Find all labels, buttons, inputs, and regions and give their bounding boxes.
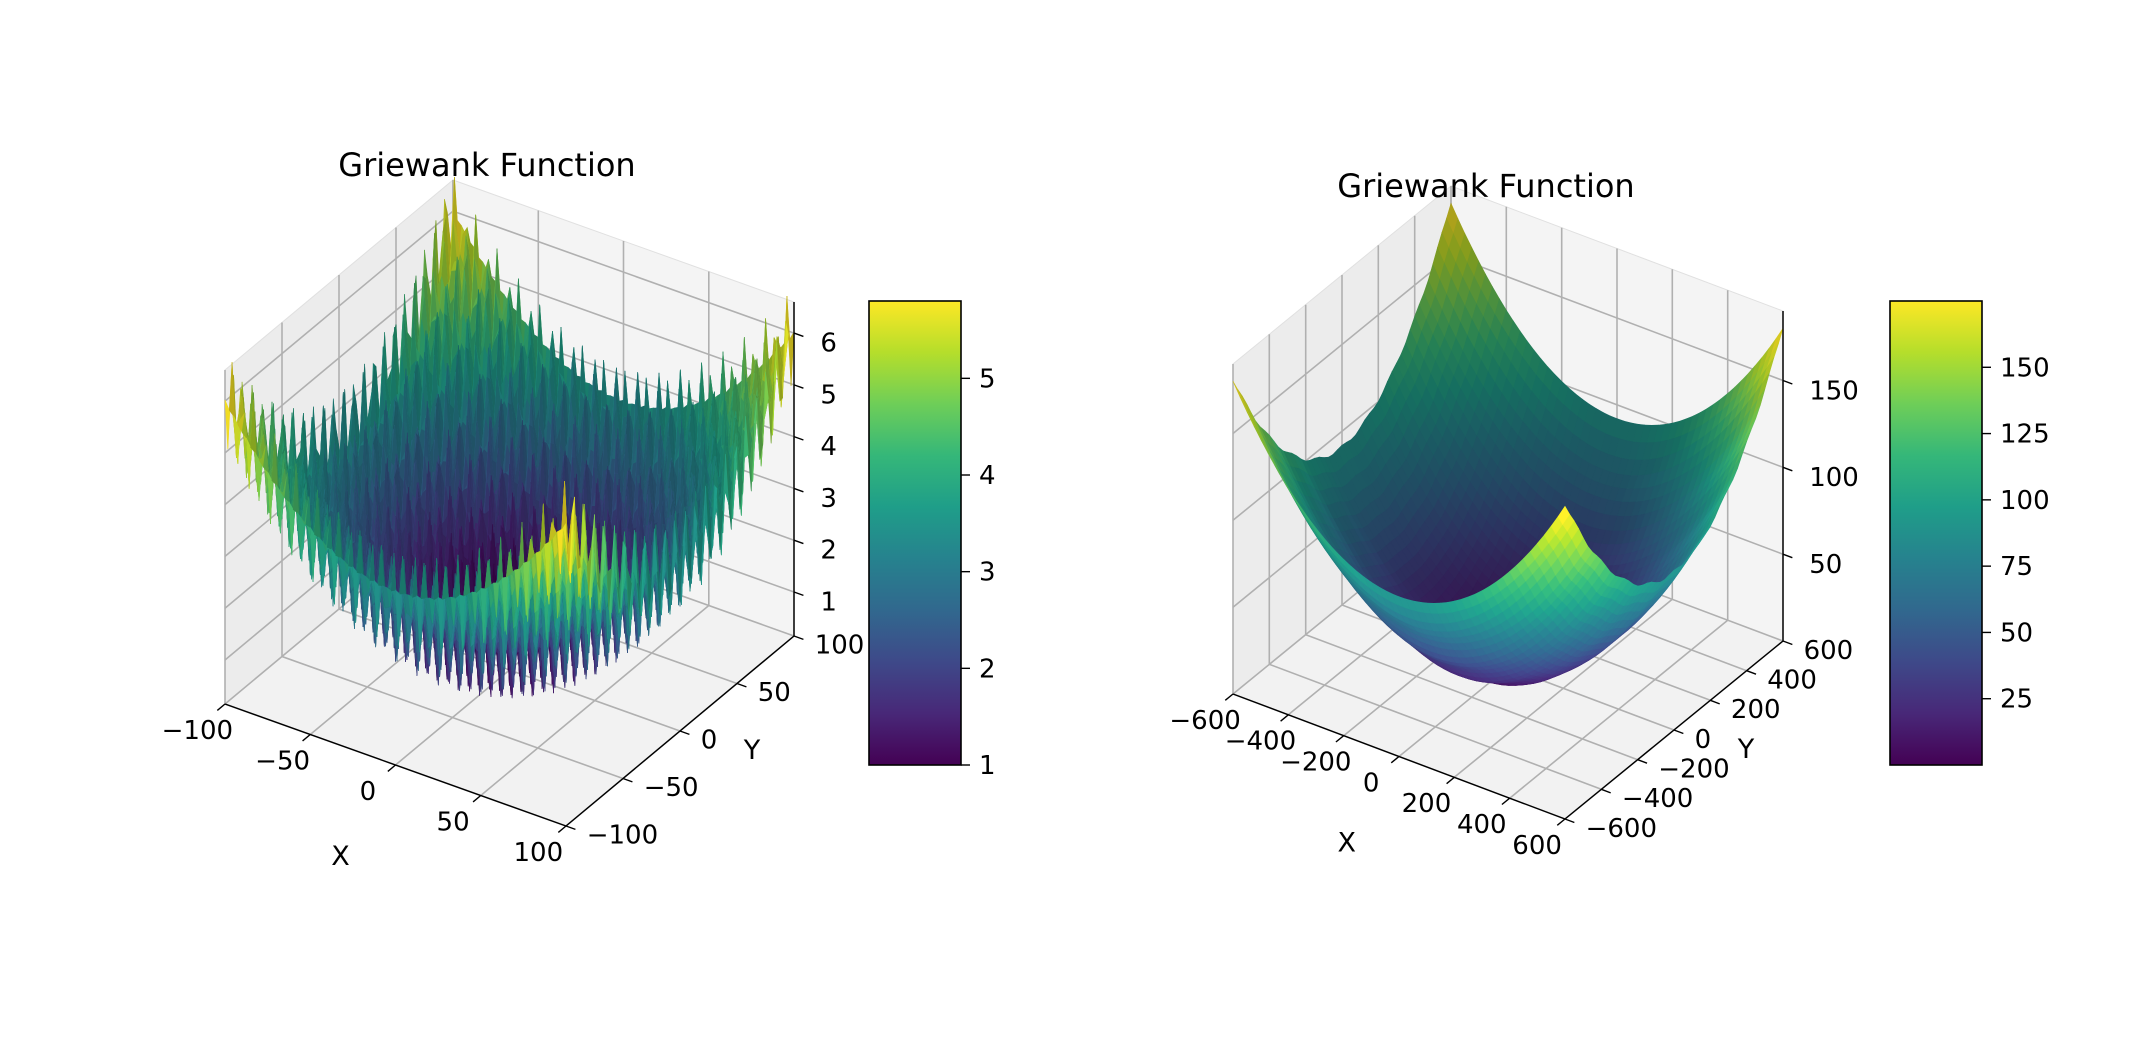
surface	[224, 176, 795, 699]
y-gridline	[338, 275, 681, 732]
